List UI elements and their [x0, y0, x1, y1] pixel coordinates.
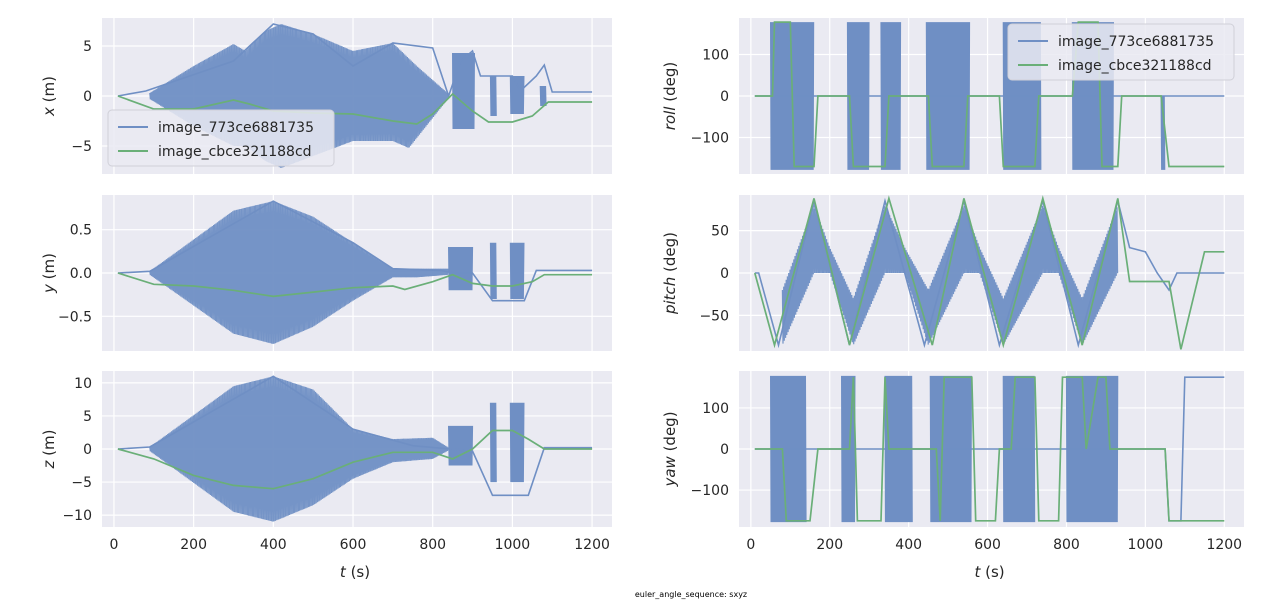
panel-pitch: 50 0 −50 pitch (deg): [661, 195, 1244, 351]
legend-label: image_cbce321188cd: [158, 144, 312, 160]
y-tick-label: 5: [83, 409, 92, 425]
y-tick-label: 50: [711, 224, 729, 240]
series-b-line: [117, 272, 593, 298]
x-tick-label: 1000: [1128, 537, 1164, 553]
y-tick-label: −50: [699, 308, 729, 324]
series-a-burst: [448, 246, 474, 291]
x-axis-label: t (s): [340, 563, 370, 581]
x-tick-label: 800: [419, 537, 446, 553]
legend-box: [107, 109, 335, 167]
y-tick-label: 0: [720, 442, 729, 458]
legend: image_773ce6881735 image_cbce321188cd: [1007, 23, 1235, 81]
series-a-burst: [489, 242, 497, 300]
series-a-burst: [925, 22, 971, 170]
y-axis-label: pitch (deg): [661, 232, 679, 315]
x-tick-label: 0: [109, 537, 118, 553]
y-tick-label: 10: [74, 376, 92, 392]
series-a-burst: [539, 85, 547, 107]
y-tick-label: 100: [702, 401, 729, 417]
series-a-burst: [841, 375, 856, 523]
series-a-oscillation: [149, 376, 449, 522]
data-layer-z: [117, 375, 593, 522]
series-a-line: [754, 197, 1225, 349]
x-tick-label: 600: [974, 537, 1001, 553]
legend-label: image_773ce6881735: [1058, 34, 1214, 50]
y-tick-label: 0: [83, 442, 92, 458]
y-axis-label: y (m): [40, 253, 58, 294]
series-b-line: [117, 92, 593, 125]
panel-z: 10 5 0 −5 −10 0 200 400 600 800 1000 1200 z (m) t (s): [40, 371, 612, 581]
y-tick-label: −5: [71, 139, 92, 155]
x-tick-label: 200: [816, 537, 843, 553]
y-tick-label: −100: [691, 483, 729, 499]
y-tick-label: 0.0: [70, 266, 92, 282]
panel-y: 0.5 0.0 −0.5y (m): [40, 195, 612, 351]
series-b-line: [754, 376, 1225, 522]
series-a-burst: [489, 75, 497, 117]
series-a-burst: [509, 75, 525, 115]
y-axis-label: yaw (deg): [661, 411, 679, 487]
y-axis-label: roll (deg): [661, 62, 679, 130]
series-a-burst: [1160, 95, 1166, 170]
y-tick-label: −10: [62, 508, 92, 524]
legend: image_773ce6881735 image_cbce321188cd: [107, 109, 335, 167]
series-a-oscillation: [149, 24, 449, 168]
x-tick-label: 600: [340, 537, 367, 553]
series-a-burst: [880, 22, 902, 170]
series-a-burst: [509, 402, 525, 483]
series-a-burst: [448, 425, 474, 466]
data-layer-y: [117, 200, 593, 344]
x-tick-label: 800: [1053, 537, 1080, 553]
y-axis-label: z (m): [40, 430, 58, 470]
panel-x: 5 0 −5 x (m) image_773ce6881735 image_cbce321…: [40, 18, 612, 174]
y-tick-label: 5: [83, 39, 92, 55]
y-tick-label: 0: [720, 89, 729, 105]
data-layer-roll: [754, 21, 1225, 170]
figure-caption: euler_angle_sequence: sxyz: [635, 590, 747, 599]
series-a-burst: [489, 402, 497, 483]
y-tick-label: −0.5: [58, 309, 92, 325]
data-layer-x: [117, 23, 593, 168]
data-layer-pitch: [753, 195, 1225, 350]
legend-box: [1007, 23, 1235, 81]
series-b-line: [753, 195, 1225, 350]
y-tick-label: 100: [702, 48, 729, 64]
x-tick-label: 400: [895, 537, 922, 553]
x-tick-label: 1200: [574, 537, 610, 553]
x-tick-label: 200: [180, 537, 207, 553]
y-tick-label: 0.5: [70, 223, 92, 239]
y-tick-label: −100: [691, 130, 729, 146]
y-tick-label: −5: [71, 475, 92, 491]
series-a-burst: [452, 52, 475, 130]
x-tick-label: 1000: [495, 537, 531, 553]
x-tick-label: 1200: [1206, 537, 1242, 553]
legend-label: image_773ce6881735: [158, 120, 314, 136]
y-tick-label: 0: [83, 89, 92, 105]
x-tick-label: 0: [746, 537, 755, 553]
series-a-line: [117, 200, 593, 302]
x-axis-label: t (s): [974, 563, 1004, 581]
series-a-burst: [509, 242, 525, 300]
x-tick-label: 400: [260, 537, 287, 553]
data-layer-yaw: [754, 375, 1225, 523]
series-a-burst: [846, 22, 870, 170]
series-a-line: [117, 375, 593, 497]
series-b-line: [117, 429, 593, 490]
series-a-line: [117, 23, 593, 99]
series-b-line: [754, 21, 1225, 168]
y-tick-label: 0: [720, 266, 729, 282]
y-axis-label: x (m): [40, 76, 58, 117]
series-a-burst: [1065, 375, 1119, 523]
legend-label: image_cbce321188cd: [1058, 58, 1212, 74]
